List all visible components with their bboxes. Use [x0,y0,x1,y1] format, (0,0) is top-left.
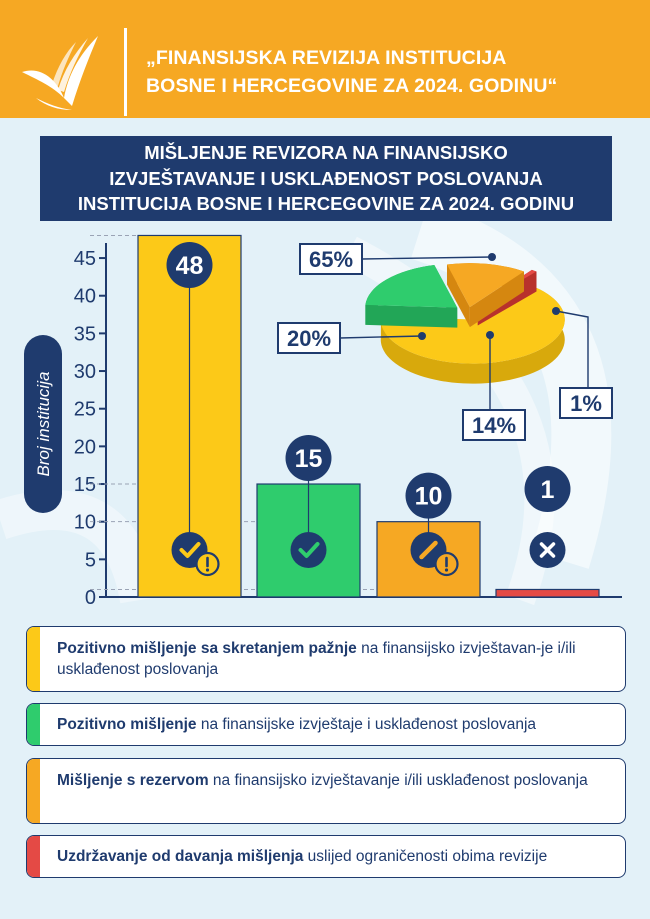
check-mark [179,542,201,558]
warning-dot [444,568,449,572]
pie-label-box [277,322,341,354]
pie-label-box [299,243,363,275]
y-tick-label: 40 [74,286,96,308]
pie-label: 65% [309,247,353,272]
pie-callout-dot [418,332,426,340]
data-label: 15 [295,445,323,473]
pie-slice-wall [469,271,524,328]
y-tick-label: 10 [74,512,96,534]
pie-slice [446,263,524,308]
legend-bold: Pozitivno mišljenje [57,716,197,733]
y-tick-label: 20 [74,436,96,458]
pie-slice-wall [446,264,470,328]
pie-label-box [462,409,526,441]
bar [495,588,600,598]
pie-label: 1% [570,391,602,416]
legend-text: na finansijsko izvještavanje i/ili uskla… [208,772,588,789]
data-label-circle [524,466,571,512]
data-label-circle [285,435,332,482]
y-tick-label: 30 [74,361,96,383]
legend-item-red: Uzdržavanje od davanja mišljenja uslijed… [26,835,626,878]
data-label-circle [166,242,213,288]
header-banner: „FINANSIJSKA REVIZIJA INSTITUCIJA BOSNE … [0,0,650,118]
y-axis-label: Broj institucija [34,372,53,477]
header-divider [124,28,127,116]
pie-callout-line [361,256,493,260]
data-label-circle [405,472,452,519]
pie-callout-dot [488,253,496,261]
legend-text: uslijed ograničenosti obima revizije [303,848,548,865]
opinion-chart: 0 5 10 15 20 25 30 35 40 45 Broj institucija 48 15 10… [24,234,622,609]
legend-item-green: Pozitivno mišljenje na finansijske izvje… [26,703,626,746]
pie-callout-dot [486,331,494,339]
legend-bold: Mišljenje s rezervom [57,772,209,789]
chart-title-line3: INSTITUCIJA BOSNE I HERCEGOVINE ZA 2024.… [77,193,575,215]
legend-bold: Pozitivno mišljenje sa skretanjem pažnje [57,640,357,657]
legend-text: na finansijsko izvještavan-je i/ili uskl… [57,640,576,678]
legend-bold: Uzdržavanje od davanja mišljenja [57,848,304,865]
legend-item-orange: Mišljenje s rezervom na finansijsko izvj… [26,758,626,824]
report-title-line2: BOSNE I HERCEGOVINE ZA 2024. GODINU“ [146,75,558,97]
pie-slice-wall [365,304,458,328]
report-title: „FINANSIJSKA REVIZIJA INSTITUCIJA BOSNE … [146,44,626,100]
y-tick-label: 5 [85,549,96,571]
y-tick-label: 25 [74,399,96,421]
chart-title-line1: MIŠLJENJE REVIZORA NA FINANSIJSKO [144,142,508,164]
pie-callout-dot [552,307,560,315]
slash-mark [419,540,438,560]
pie-slice-side [380,285,565,384]
check-mark [298,542,320,558]
warning-dot [205,568,210,572]
chart-title-box: MIŠLJENJE REVIZORA NA FINANSIJSKO IZVJEŠ… [40,136,612,221]
legend-item-yellow: Pozitivno mišljenje sa skretanjem pažnje… [26,626,626,692]
legend-swatch [27,627,40,691]
pie-label: 14% [472,413,516,438]
legend-text: na finansijske izvještaje i usklađenost … [196,716,537,733]
institution-logo [22,36,98,110]
pie-callout-line [339,335,423,339]
chart-title-line2: IZVJEŠTAVANJE I USKLAĐENOST POSLOVANJA [109,167,543,189]
pie-label-box [559,387,613,419]
cross-mark [539,542,556,558]
y-tick-label: 35 [74,323,96,345]
y-tick-label: 45 [74,248,96,270]
legend-swatch [27,759,40,823]
report-title-line1: „FINANSIJSKA REVIZIJA INSTITUCIJA [146,47,507,69]
data-label: 48 [176,252,204,280]
pie-slice [365,265,458,308]
check-icon [290,532,327,568]
legend-swatch [27,704,40,745]
y-axis-label-pill [24,335,62,513]
data-label: 10 [415,483,443,511]
pie-callout-line [555,310,589,388]
y-tick-label: 15 [74,474,96,496]
data-label: 1 [541,476,555,504]
legend-swatch [27,836,40,877]
y-tick-label: 0 [85,587,96,609]
pie-label: 20% [287,326,331,351]
